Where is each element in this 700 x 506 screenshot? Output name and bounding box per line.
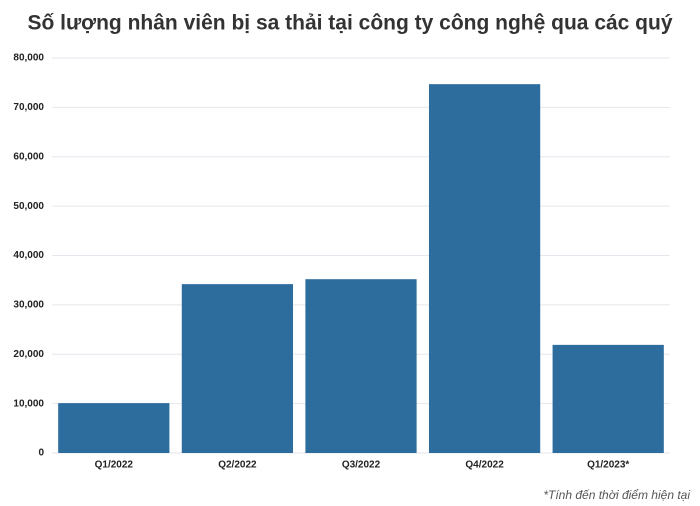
bar [428,84,541,453]
x-tick-label: Q2/2022 [218,460,257,471]
y-tick-label: 20,000 [13,349,44,360]
y-tick-label: 30,000 [13,300,44,311]
bar [305,279,417,453]
y-tick-label: 60,000 [13,151,44,162]
y-tick-label: 10,000 [13,398,44,409]
bar [58,403,170,453]
x-tick-label: Q1/2022 [95,460,134,471]
y-tick-label: 40,000 [13,250,44,261]
x-tick-label: Q3/2022 [342,460,381,471]
y-tick-label: 80,000 [13,53,44,64]
x-tick-label: Q1/2023* [587,460,629,471]
chart-title: Số lượng nhân viên bị sa thải tại công t… [27,12,672,35]
bar [181,284,294,453]
bar [552,344,664,453]
footnote: *Tính đến thời điểm hiện tại [543,488,690,502]
y-tick-label: 0 [38,448,44,459]
y-tick-label: 70,000 [13,102,44,113]
y-tick-label: 50,000 [13,201,44,212]
x-tick-label: Q4/2022 [465,460,504,471]
